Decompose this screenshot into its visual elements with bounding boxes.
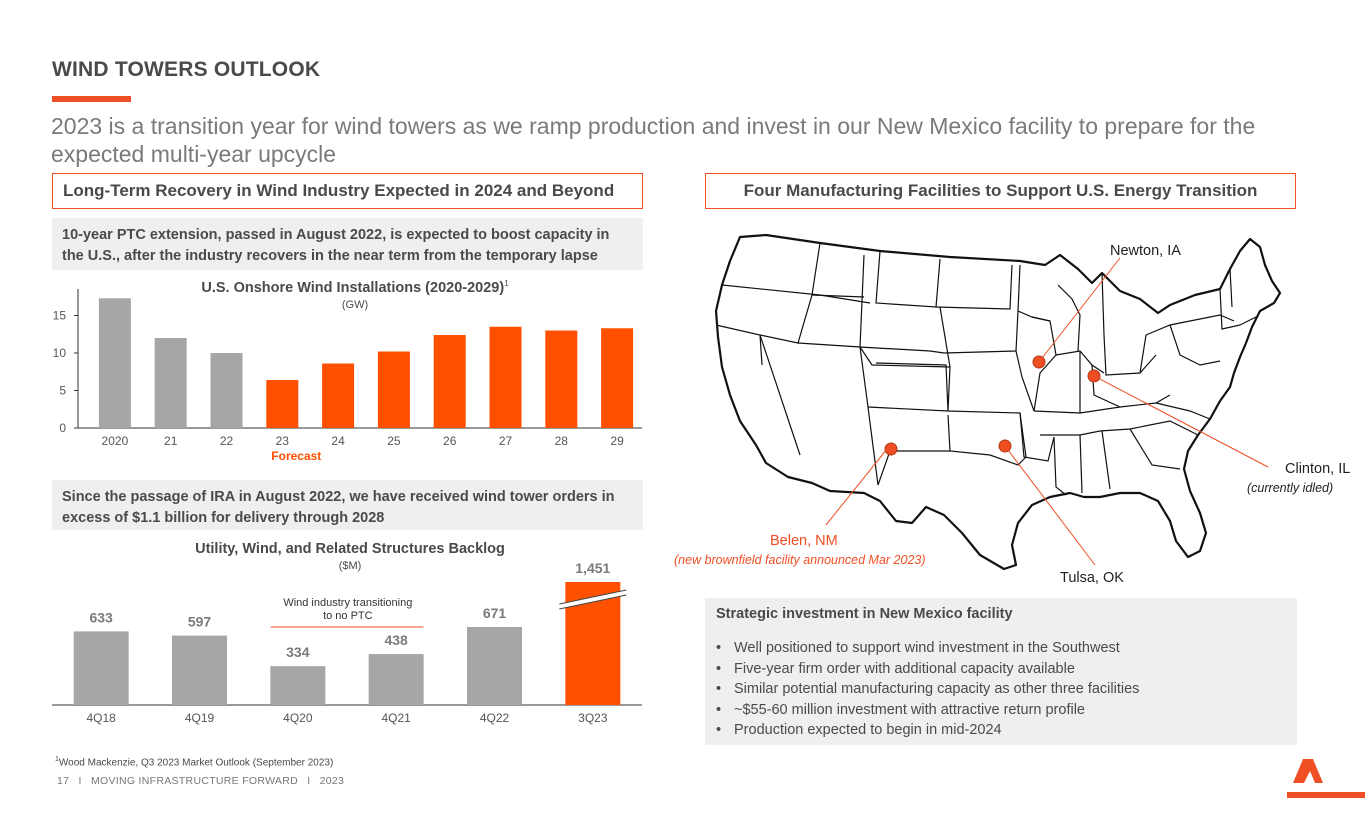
data-label: 633 bbox=[89, 609, 113, 625]
newton-marker bbox=[1032, 355, 1046, 369]
x-tick-label: 27 bbox=[499, 434, 513, 448]
bar bbox=[172, 635, 227, 705]
footer-year: 2023 bbox=[319, 775, 345, 787]
strategic-bullet: ~$55-60 million investment with attracti… bbox=[716, 700, 1286, 721]
x-tick-label: 2020 bbox=[102, 434, 129, 448]
installations-chart-title: U.S. Onshore Wind Installations (2020-20… bbox=[150, 279, 560, 296]
bar bbox=[73, 631, 129, 705]
page-subtitle: 2023 is a transition year for wind tower… bbox=[51, 113, 1256, 167]
footer-sep-1: I bbox=[78, 775, 82, 787]
x-tick-label: 4Q18 bbox=[86, 711, 116, 725]
us-map-outline bbox=[714, 233, 1282, 571]
x-tick-label: 4Q21 bbox=[381, 711, 411, 725]
strategic-bullet-list: Well positioned to support wind investme… bbox=[716, 638, 1286, 741]
page-title: WIND TOWERS OUTLOOK bbox=[52, 58, 321, 81]
x-tick-label: 4Q20 bbox=[283, 711, 313, 725]
belen-label: Belen, NM bbox=[770, 533, 838, 549]
axis-break-line bbox=[559, 594, 627, 610]
data-label: 671 bbox=[483, 605, 507, 621]
x-tick-label: 4Q22 bbox=[480, 711, 510, 725]
x-tick-label: 25 bbox=[387, 434, 401, 448]
bar bbox=[368, 654, 424, 705]
bar bbox=[377, 351, 410, 428]
x-tick-label: 4Q19 bbox=[185, 711, 215, 725]
footnote: 1Wood Mackenzie, Q3 2023 Market Outlook … bbox=[55, 756, 333, 768]
strategic-investment-box: Strategic investment in New Mexico facil… bbox=[705, 598, 1297, 745]
company-logo bbox=[1287, 759, 1365, 798]
ptc-note: 10-year PTC extension, passed in August … bbox=[62, 227, 610, 264]
x-tick-label: 22 bbox=[220, 434, 234, 448]
bar bbox=[322, 363, 355, 428]
footer-tagline: MOVING INFRASTRUCTURE FORWARD bbox=[90, 775, 298, 787]
installations-title-text: U.S. Onshore Wind Installations (2020-20… bbox=[201, 279, 505, 296]
x-tick-label: 28 bbox=[555, 434, 569, 448]
newton-label: Newton, IA bbox=[1110, 243, 1181, 259]
strategic-bullet: Production expected to begin in mid-2024 bbox=[716, 720, 1286, 741]
data-label: 1,451 bbox=[575, 560, 610, 576]
bar bbox=[266, 380, 299, 428]
x-tick-label: 26 bbox=[443, 434, 457, 448]
bar bbox=[601, 328, 634, 428]
us-map bbox=[714, 233, 1282, 571]
left-section-title: Long-Term Recovery in Wind Industry Expe… bbox=[63, 181, 615, 200]
footnote-text: Wood Mackenzie, Q3 2023 Market Outlook (… bbox=[58, 757, 334, 769]
forecast-label: Forecast bbox=[271, 449, 321, 463]
data-label: 334 bbox=[286, 644, 310, 660]
clinton-note: (currently idled) bbox=[1247, 481, 1334, 495]
right-section-title: Four Manufacturing Facilities to Support… bbox=[743, 181, 1258, 200]
ira-note-box: Since the passage of IRA in August 2022,… bbox=[52, 480, 643, 530]
x-tick-label: 29 bbox=[610, 434, 624, 448]
bar bbox=[489, 326, 522, 428]
ira-note: Since the passage of IRA in August 2022,… bbox=[62, 489, 615, 526]
bar bbox=[433, 335, 466, 428]
tulsa-label: Tulsa, OK bbox=[1060, 570, 1124, 586]
axis-break-gap bbox=[559, 590, 627, 609]
bar bbox=[210, 353, 243, 428]
page-footer: 17 I MOVING INFRASTRUCTURE FORWARD I 202… bbox=[57, 775, 344, 787]
y-tick-label: 15 bbox=[53, 309, 67, 323]
strategic-title: Strategic investment in New Mexico facil… bbox=[716, 606, 1013, 622]
map-leader-lines bbox=[825, 257, 1269, 566]
clinton-marker bbox=[1087, 369, 1101, 383]
backlog-chart-unit: ($M) bbox=[338, 560, 362, 572]
y-tick-label: 5 bbox=[59, 384, 66, 398]
axis-break-line bbox=[559, 589, 627, 605]
x-tick-label: 24 bbox=[331, 434, 345, 448]
belen-note: (new brownfield facility announced Mar 2… bbox=[674, 553, 926, 567]
tulsa-marker bbox=[998, 439, 1012, 453]
annotation-line-1: Wind industry transitioning bbox=[283, 597, 412, 609]
footnote-sup: 1 bbox=[55, 756, 59, 763]
bar bbox=[98, 298, 131, 428]
installations-chart-unit: (GW) bbox=[341, 299, 369, 311]
clinton-label: Clinton, IL bbox=[1285, 461, 1351, 477]
y-tick-label: 10 bbox=[53, 346, 67, 360]
bar bbox=[545, 330, 578, 428]
strategic-bullet: Well positioned to support wind investme… bbox=[716, 638, 1286, 659]
bar bbox=[270, 666, 326, 705]
backlog-chart-title: Utility, Wind, and Related Structures Ba… bbox=[195, 541, 505, 557]
page-number: 17 bbox=[57, 775, 70, 787]
data-label: 597 bbox=[188, 614, 212, 630]
title-underline bbox=[52, 96, 131, 102]
strategic-bullet: Similar potential manufacturing capacity… bbox=[716, 679, 1286, 700]
data-label: 438 bbox=[384, 632, 408, 648]
left-section-header: Long-Term Recovery in Wind Industry Expe… bbox=[52, 173, 643, 209]
x-tick-label: 3Q23 bbox=[578, 711, 608, 725]
footer-sep-2: I bbox=[307, 775, 311, 787]
ptc-note-box: 10-year PTC extension, passed in August … bbox=[52, 218, 643, 270]
installations-title-sup: 1 bbox=[504, 279, 509, 288]
x-tick-label: 21 bbox=[164, 434, 178, 448]
right-section-header: Four Manufacturing Facilities to Support… bbox=[705, 173, 1296, 209]
backlog-chart: 633 4Q18 597 4Q19 334 4Q20 438 4Q21 671 4Q22 1,451… bbox=[52, 560, 642, 725]
bar bbox=[154, 338, 187, 428]
x-tick-label: 23 bbox=[276, 434, 290, 448]
belen-marker bbox=[884, 442, 898, 456]
bar bbox=[467, 627, 522, 705]
y-tick-label: 0 bbox=[59, 421, 66, 435]
annotation-line-2: to no PTC bbox=[323, 610, 373, 622]
strategic-bullet: Five-year firm order with additional cap… bbox=[716, 659, 1286, 680]
